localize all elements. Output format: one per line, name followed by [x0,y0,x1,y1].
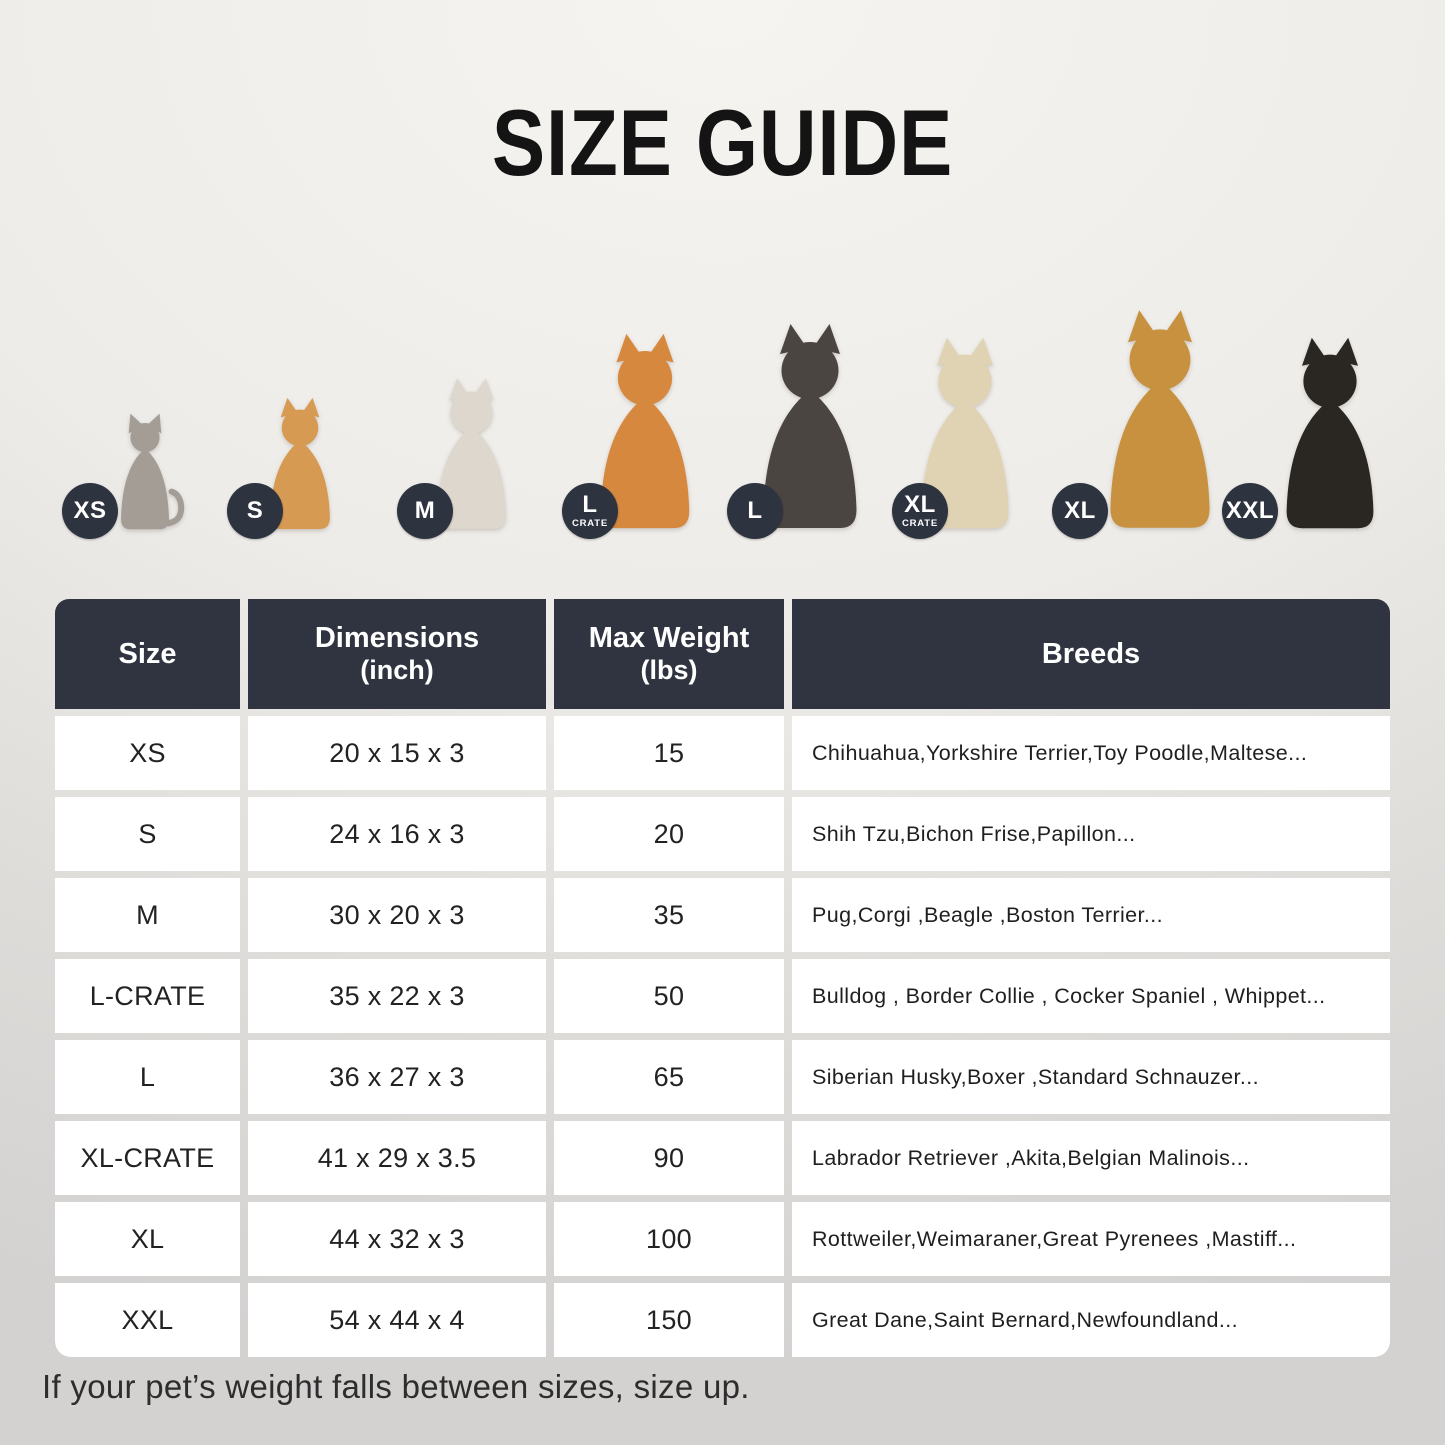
breeds-cell: Pug,Corgi ,Beagle ,Boston Terrier... [792,878,1390,952]
size-cell: S [55,797,240,871]
dimensions-cell: 54 x 44 x 4 [248,1283,546,1357]
max-weight-cell: 90 [554,1121,784,1195]
max-weight-cell: 150 [554,1283,784,1357]
header-cell-max-weight: Max Weight (lbs) [554,599,784,709]
header-label: Breeds [1041,637,1141,670]
size-cell: L-CRATE [55,959,240,1033]
header-sublabel: (inch) [360,655,434,686]
size-badge-l-crate: L CRATE [562,483,618,539]
badge-label: XL [1064,497,1096,524]
badge-sublabel: CRATE [571,518,609,530]
size-badge-s: S [227,483,283,539]
size-badge-xl: XL [1052,483,1108,539]
size-cell: XXL [55,1283,240,1357]
breeds-cell: Siberian Husky,Boxer ,Standard Schnauzer… [792,1040,1390,1114]
breeds-cell: Chihuahua,Yorkshire Terrier,Toy Poodle,M… [792,716,1390,790]
size-badge-xxl: XXL [1222,483,1278,539]
dimensions-cell: 41 x 29 x 3.5 [248,1121,546,1195]
badge-label: XL [904,491,936,519]
header-cell-dimensions: Dimensions (inch) [248,599,546,709]
badge-sublabel: CRATE [901,518,939,530]
badge-label: L [747,497,763,524]
animal-size-strip: XS S M L CRATE L XL CRATE XL XXL [0,235,1445,539]
max-weight-cell: 100 [554,1202,784,1276]
size-badge-xs: XS [62,483,118,539]
breeds-cell: Rottweiler,Weimaraner,Great Pyrenees ,Ma… [792,1202,1390,1276]
size-cell: XL [55,1202,240,1276]
header-label: Size [118,637,177,670]
header-cell-size: Size [55,599,240,709]
doberman-illustration [1260,266,1400,531]
size-badge-m: M [397,483,453,539]
max-weight-cell: 50 [554,959,784,1033]
max-weight-cell: 20 [554,797,784,871]
sizing-advice-note: If your pet’s weight falls between sizes… [42,1368,750,1405]
golden-retriever-illustration [1080,291,1240,531]
dimensions-cell: 36 x 27 x 3 [248,1040,546,1114]
breeds-cell: Shih Tzu,Bichon Frise,Papillon... [792,797,1390,871]
size-cell: XL-CRATE [55,1121,240,1195]
header-label: Max Weight [588,621,750,654]
badge-label: XS [73,497,107,524]
size-cell: L [55,1040,240,1114]
dimensions-cell: 30 x 20 x 3 [248,878,546,952]
badge-label: L [582,491,598,519]
badge-label: M [414,497,436,524]
size-guide-table: Size Dimensions (inch) Max Weight (lbs) Br… [55,599,1390,1357]
breeds-cell: Labrador Retriever ,Akita,Belgian Malino… [792,1121,1390,1195]
max-weight-cell: 65 [554,1040,784,1114]
size-cell: XS [55,716,240,790]
max-weight-cell: 15 [554,716,784,790]
max-weight-cell: 35 [554,878,784,952]
page-title: SIZE GUIDE [491,90,954,195]
size-badge-l: L [727,483,783,539]
dimensions-cell: 20 x 15 x 3 [248,716,546,790]
size-cell: M [55,878,240,952]
badge-label: S [246,497,264,524]
header-sublabel: (lbs) [640,655,698,686]
header-cell-breeds: Breeds [792,599,1390,709]
dimensions-cell: 24 x 16 x 3 [248,797,546,871]
size-badge-xl-crate: XL CRATE [892,483,948,539]
dimensions-cell: 44 x 32 x 3 [248,1202,546,1276]
badge-label: XXL [1225,497,1275,524]
header-label: Dimensions [314,621,480,654]
breeds-cell: Great Dane,Saint Bernard,Newfoundland... [792,1283,1390,1357]
dimensions-cell: 35 x 22 x 3 [248,959,546,1033]
breeds-cell: Bulldog , Border Collie , Cocker Spaniel… [792,959,1390,1033]
